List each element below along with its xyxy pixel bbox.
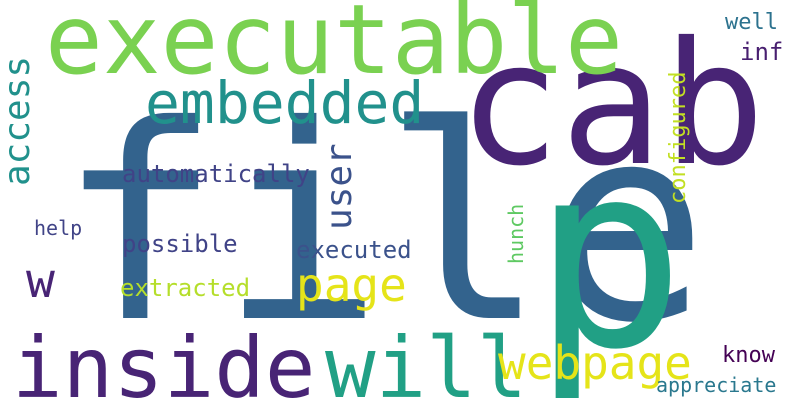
word-extracted: extracted [120,274,251,302]
word-webpage: webpage [498,336,692,390]
word-embedded: embedded [145,69,425,137]
word-cab: cab [458,6,766,204]
word-possible: possible [122,230,238,258]
word-inf: inf [740,38,784,66]
word-file: file [58,67,709,382]
word-inside: inside [12,319,316,400]
word-p: p [532,109,686,400]
word-user: user [319,143,360,230]
word-w: w [26,253,55,309]
word-help: help [34,216,83,240]
word-well: well [725,10,778,35]
word-configured: configured [666,71,691,204]
word-will: will [325,319,528,400]
word-executed: executed [296,236,412,264]
word-access: access [0,55,38,186]
word-hunch: hunch [504,203,528,264]
word-know: know [722,343,775,368]
word-executable: executable [45,0,623,96]
word-automatically: automatically [122,160,310,188]
word-page: page [296,258,407,312]
word-appreciate: appreciate [656,373,777,397]
